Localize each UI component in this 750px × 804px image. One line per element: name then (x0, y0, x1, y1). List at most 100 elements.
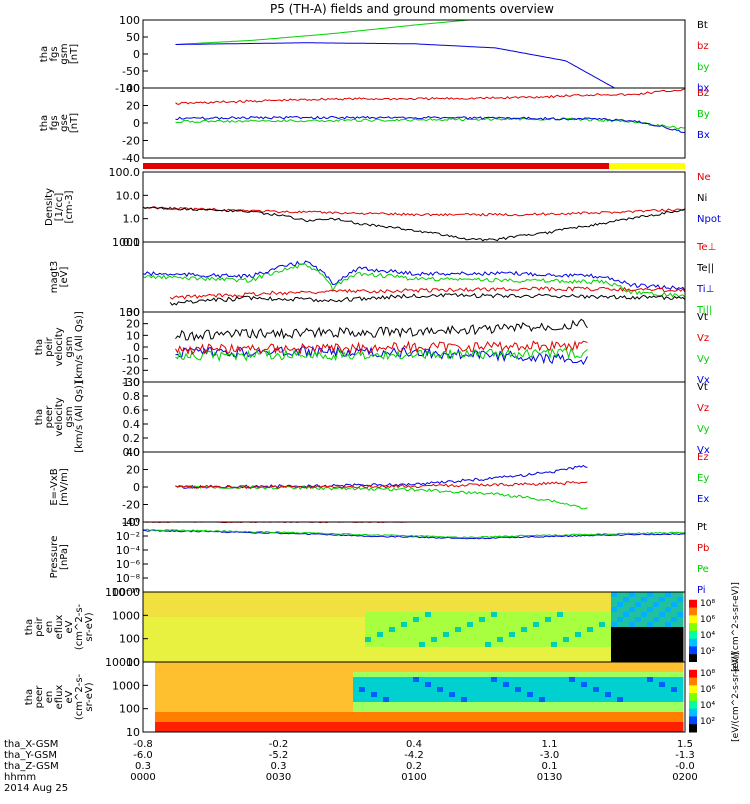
spectrogram-cell (533, 712, 540, 718)
spectrogram-cell (545, 722, 552, 728)
spectrogram-cell (443, 702, 450, 708)
spectrogram-cell (341, 697, 348, 703)
y-tick-label: 10⁻⁶ (116, 558, 141, 571)
spectrogram-cell (587, 642, 594, 648)
spectrogram-cell (203, 687, 210, 693)
spectrogram-cell (551, 632, 558, 638)
spectrogram-cell (599, 702, 606, 708)
spectrogram-cell (155, 637, 162, 643)
spectrogram-cell (329, 622, 336, 628)
spectrogram-cell (479, 707, 486, 713)
spectrogram-cell (161, 657, 168, 663)
spectrogram-cell (503, 677, 510, 683)
spectrogram-cell (491, 637, 498, 643)
spectrogram-cell (383, 607, 390, 613)
spectrogram-cell (629, 722, 636, 728)
spectrogram-cell (257, 687, 264, 693)
spectrogram-cell (317, 692, 324, 698)
spectrogram-cell (227, 657, 234, 663)
spectrogram-cell (509, 727, 516, 733)
spectrogram-cell (239, 647, 246, 653)
spectrogram-cell (335, 597, 342, 603)
spectrogram-cell (653, 712, 660, 718)
spectrogram-cell (167, 712, 174, 718)
spectrogram-cell (161, 652, 168, 658)
spectrogram-cell (617, 627, 624, 633)
spectrogram-cell (599, 697, 606, 703)
colorbar-swatch (689, 638, 697, 647)
legend-entry: Vt (697, 382, 708, 393)
spectrogram-cell (335, 727, 342, 733)
spectrogram-cell (185, 652, 192, 658)
spectrogram-cell (185, 662, 192, 668)
spectrogram-cell (401, 622, 408, 628)
spectrogram-cell (533, 612, 540, 618)
spectrogram-cell (197, 692, 204, 698)
legend-entry: by (697, 62, 709, 73)
spectrogram-cell (557, 642, 564, 648)
spectrogram-cell (245, 717, 252, 723)
spectrogram-cell (497, 607, 504, 613)
y-tick-label: 20 (126, 318, 140, 331)
spectrogram-cell (329, 607, 336, 613)
spectrogram-cell (377, 707, 384, 713)
spectrogram-cell (203, 672, 210, 678)
y-axis-label: gsm (64, 336, 75, 357)
spectrogram-cell (215, 657, 222, 663)
spectrogram-cell (287, 647, 294, 653)
spectrogram-cell (539, 697, 546, 703)
spectrogram-cell (227, 692, 234, 698)
spectrogram-cell (257, 702, 264, 708)
spectrogram-cell (419, 612, 426, 618)
spectrogram-cell (491, 617, 498, 623)
spectrogram-cell (467, 657, 474, 663)
spectrogram-cell (407, 647, 414, 653)
spectrogram-cell (455, 672, 462, 678)
spectrogram-cell (383, 602, 390, 608)
spectrogram-cell (275, 707, 282, 713)
spectrogram-cell (323, 677, 330, 683)
spectrogram-cell (557, 597, 564, 603)
spectrogram-cell (311, 627, 318, 633)
spectrogram-cell (377, 702, 384, 708)
spectrogram-cell (209, 617, 216, 623)
spectrogram-cell (197, 662, 204, 668)
spectrogram-cell (155, 702, 162, 708)
spectrogram-cell (677, 612, 684, 618)
spectrogram-cell (455, 652, 462, 658)
spectrogram-cell (143, 727, 150, 733)
spectrogram-cell (185, 622, 192, 628)
spectrogram-cell (269, 652, 276, 658)
y-tick-label: 10 (126, 329, 140, 342)
spectrogram-cell (395, 592, 402, 598)
spectrogram-cell (167, 622, 174, 628)
spectrogram-cell (611, 667, 618, 673)
spectrogram-cell (275, 617, 282, 623)
spectrogram-cell (569, 602, 576, 608)
spectrogram-cell (227, 672, 234, 678)
y-tick-label: 1000 (112, 679, 140, 692)
spectrogram-cell (461, 672, 468, 678)
spectrogram-cell (173, 627, 180, 633)
spectrogram-cell (671, 647, 678, 653)
spectrogram-cell (329, 662, 336, 668)
spectrogram-cell (623, 727, 630, 733)
spectrogram-cell (173, 592, 180, 598)
spectrogram-cell (161, 687, 168, 693)
spectrogram-cell (185, 702, 192, 708)
spectrogram-cell (401, 642, 408, 648)
spectrogram-cell (665, 607, 672, 613)
spectrogram-cell (191, 622, 198, 628)
spectrogram-cell (335, 722, 342, 728)
legend-entry: bz (697, 41, 709, 52)
spectrogram-cell (245, 722, 252, 728)
spectrogram-cell (251, 617, 258, 623)
spectrogram-cell (635, 637, 642, 643)
spectrogram-cell (377, 622, 384, 628)
spectrogram-cell (407, 682, 414, 688)
spectrogram-cell (233, 612, 240, 618)
spectrogram-cell (191, 632, 198, 638)
spectrogram-cell (311, 667, 318, 673)
spectrogram-cell (383, 642, 390, 648)
spectrogram-cell (311, 597, 318, 603)
